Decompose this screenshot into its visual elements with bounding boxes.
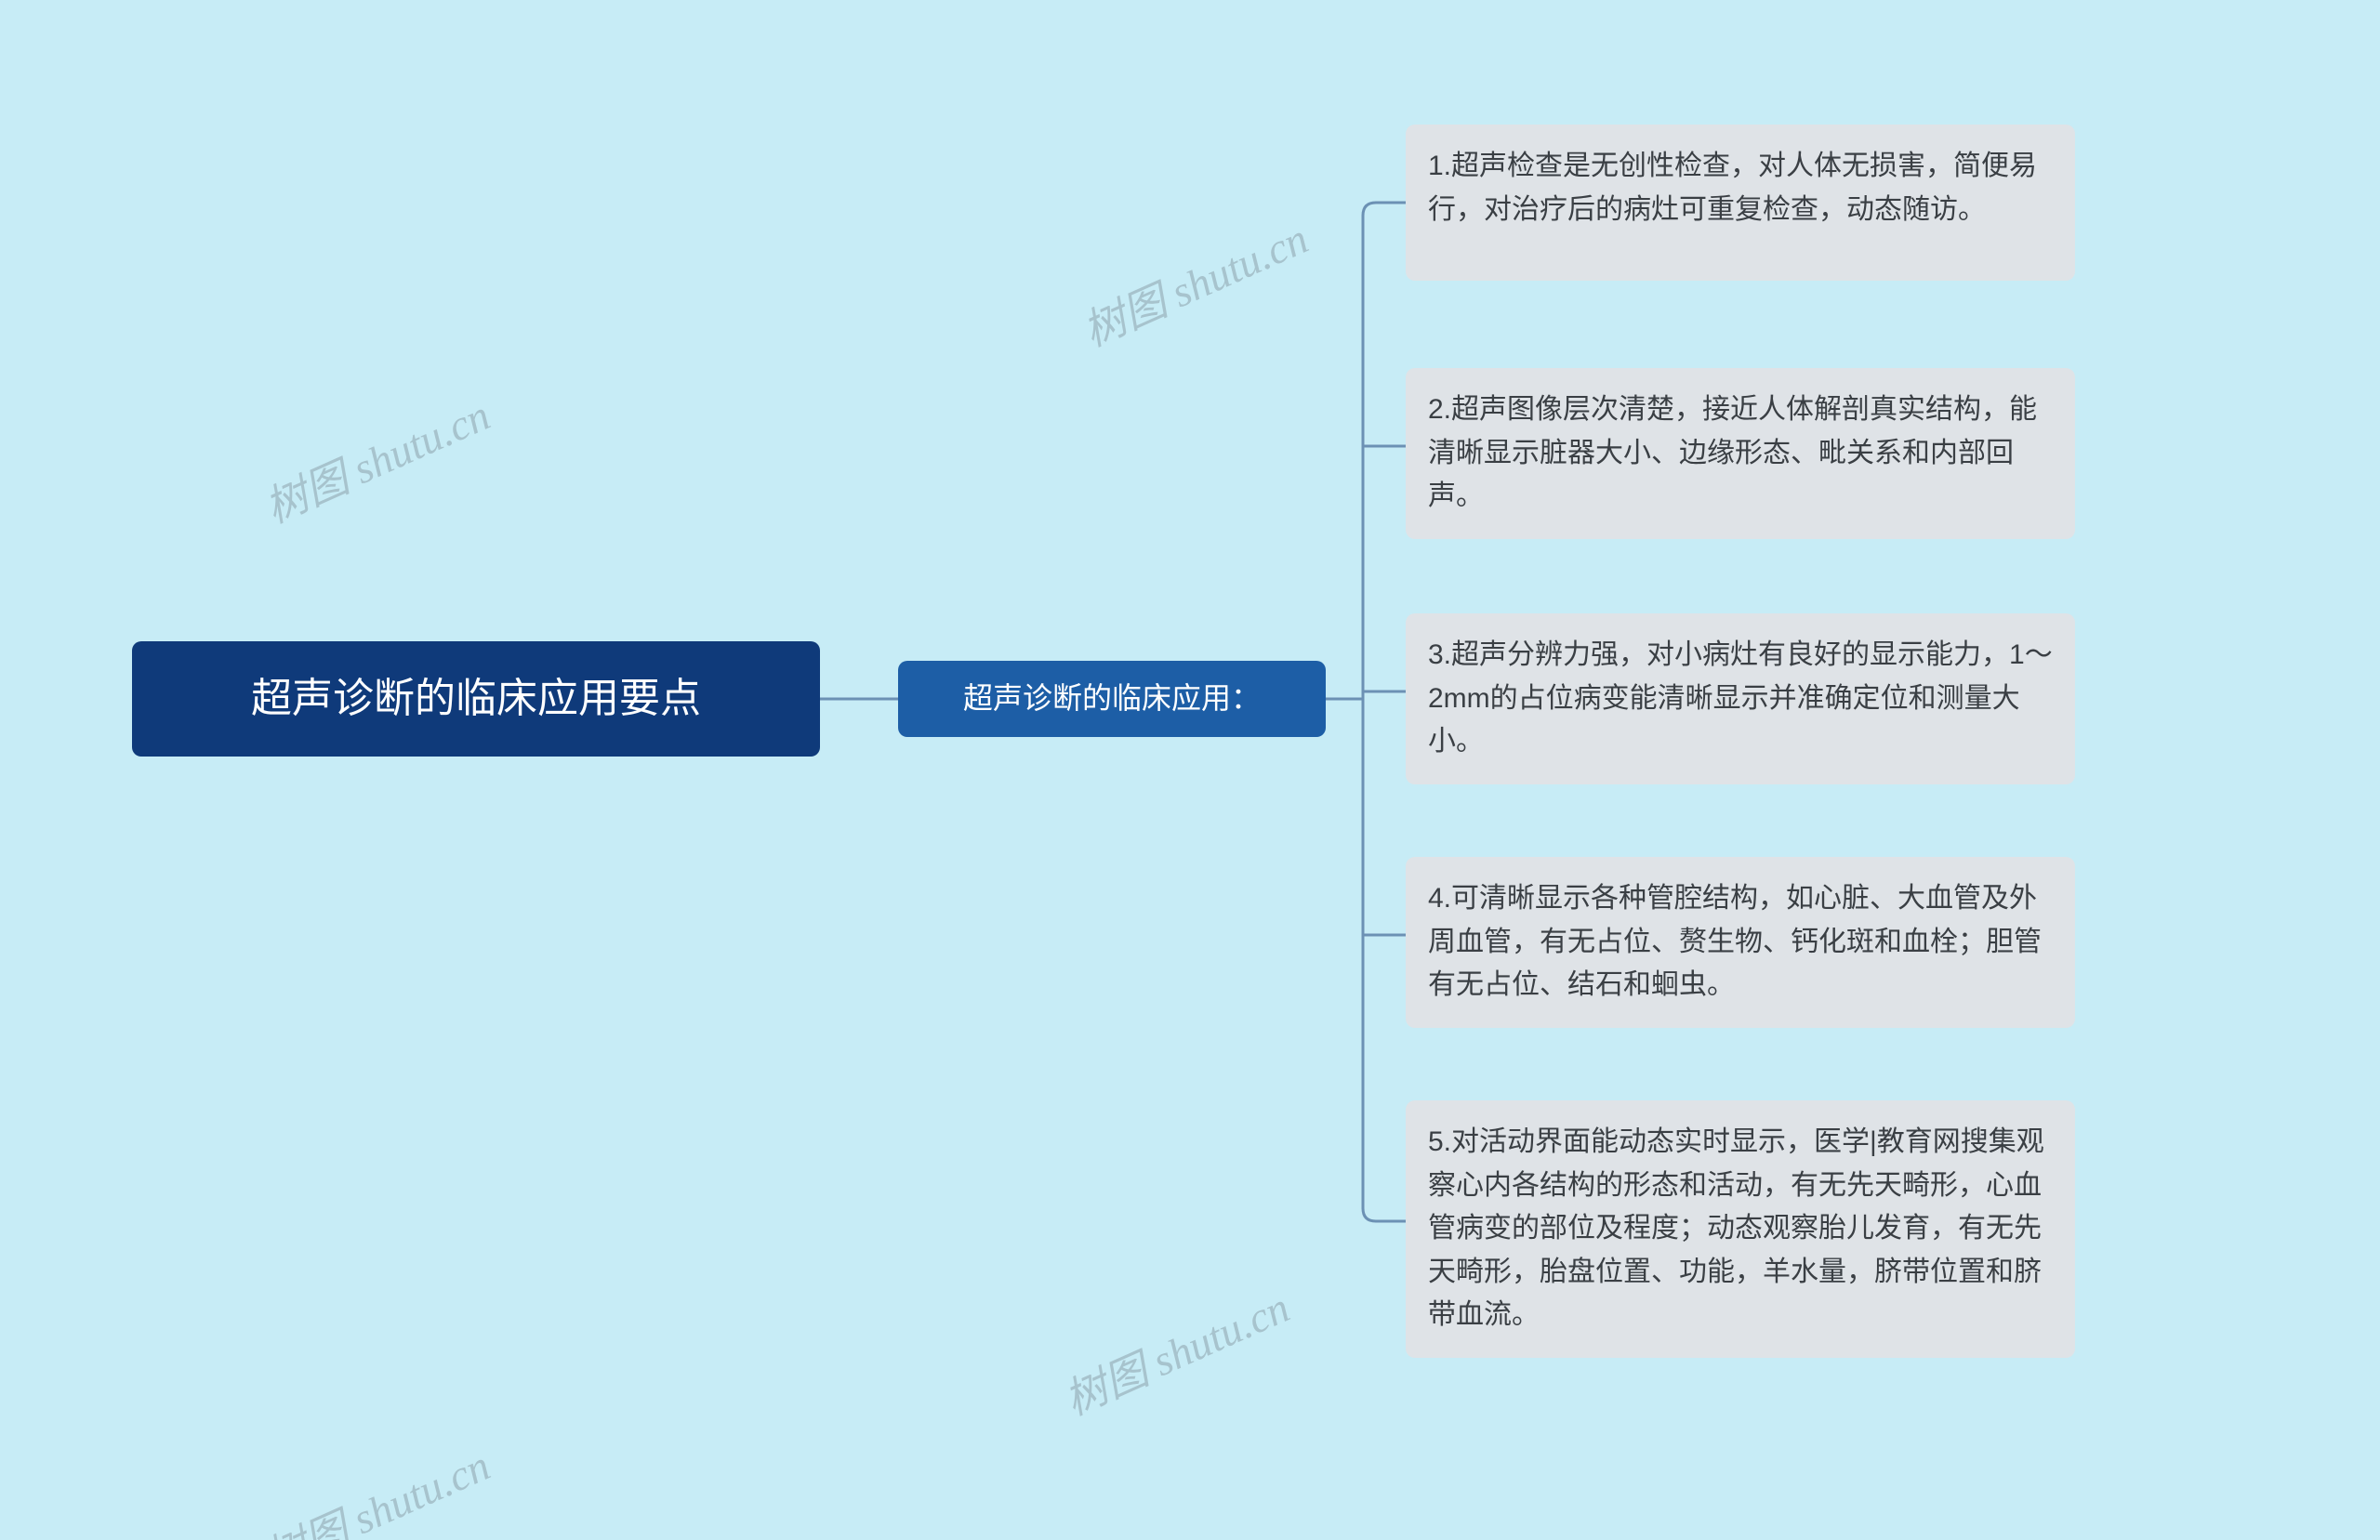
leaf-node-label: 2.超声图像层次清楚，接近人体解剖真实结构，能清晰显示脏器大小、边缘形态、毗关系… — [1428, 388, 2053, 519]
watermark: 树图 shutu.cn — [254, 382, 498, 535]
leaf-node-label: 1.超声检查是无创性检查，对人体无损害，简便易行，对治疗后的病灶可重复检查，动态… — [1428, 145, 2053, 231]
leaf-node[interactable]: 5.对活动界面能动态实时显示，医学|教育网搜集观察心内各结构的形态和活动，有无先… — [1406, 1100, 2075, 1358]
branch-node-label: 超声诊断的临床应用： — [963, 676, 1261, 722]
leaf-node-label: 5.对活动界面能动态实时显示，医学|教育网搜集观察心内各结构的形态和活动，有无先… — [1428, 1121, 2053, 1337]
leaf-node[interactable]: 1.超声检查是无创性检查，对人体无损害，简便易行，对治疗后的病灶可重复检查，动态… — [1406, 125, 2075, 281]
leaf-node-label: 4.可清晰显示各种管腔结构，如心脏、大血管及外周血管，有无占位、赘生物、钙化斑和… — [1428, 877, 2053, 1007]
leaf-node[interactable]: 3.超声分辨力强，对小病灶有良好的显示能力，1～2mm的占位病变能清晰显示并准确… — [1406, 613, 2075, 784]
leaf-node-label: 3.超声分辨力强，对小病灶有良好的显示能力，1～2mm的占位病变能清晰显示并准确… — [1428, 634, 2053, 764]
branch-node[interactable]: 超声诊断的临床应用： — [898, 661, 1326, 737]
watermark: 树图 shutu.cn — [1072, 205, 1316, 359]
leaf-node[interactable]: 4.可清晰显示各种管腔结构，如心脏、大血管及外周血管，有无占位、赘生物、钙化斑和… — [1406, 857, 2075, 1028]
watermark: 树图 shutu.cn — [254, 1432, 498, 1540]
root-node[interactable]: 超声诊断的临床应用要点 — [132, 641, 820, 757]
root-node-label: 超声诊断的临床应用要点 — [251, 667, 701, 731]
mindmap-canvas: 超声诊断的临床应用要点 超声诊断的临床应用： 1.超声检查是无创性检查，对人体无… — [0, 0, 2380, 1540]
watermark: 树图 shutu.cn — [1053, 1274, 1298, 1428]
leaf-node[interactable]: 2.超声图像层次清楚，接近人体解剖真实结构，能清晰显示脏器大小、边缘形态、毗关系… — [1406, 368, 2075, 539]
